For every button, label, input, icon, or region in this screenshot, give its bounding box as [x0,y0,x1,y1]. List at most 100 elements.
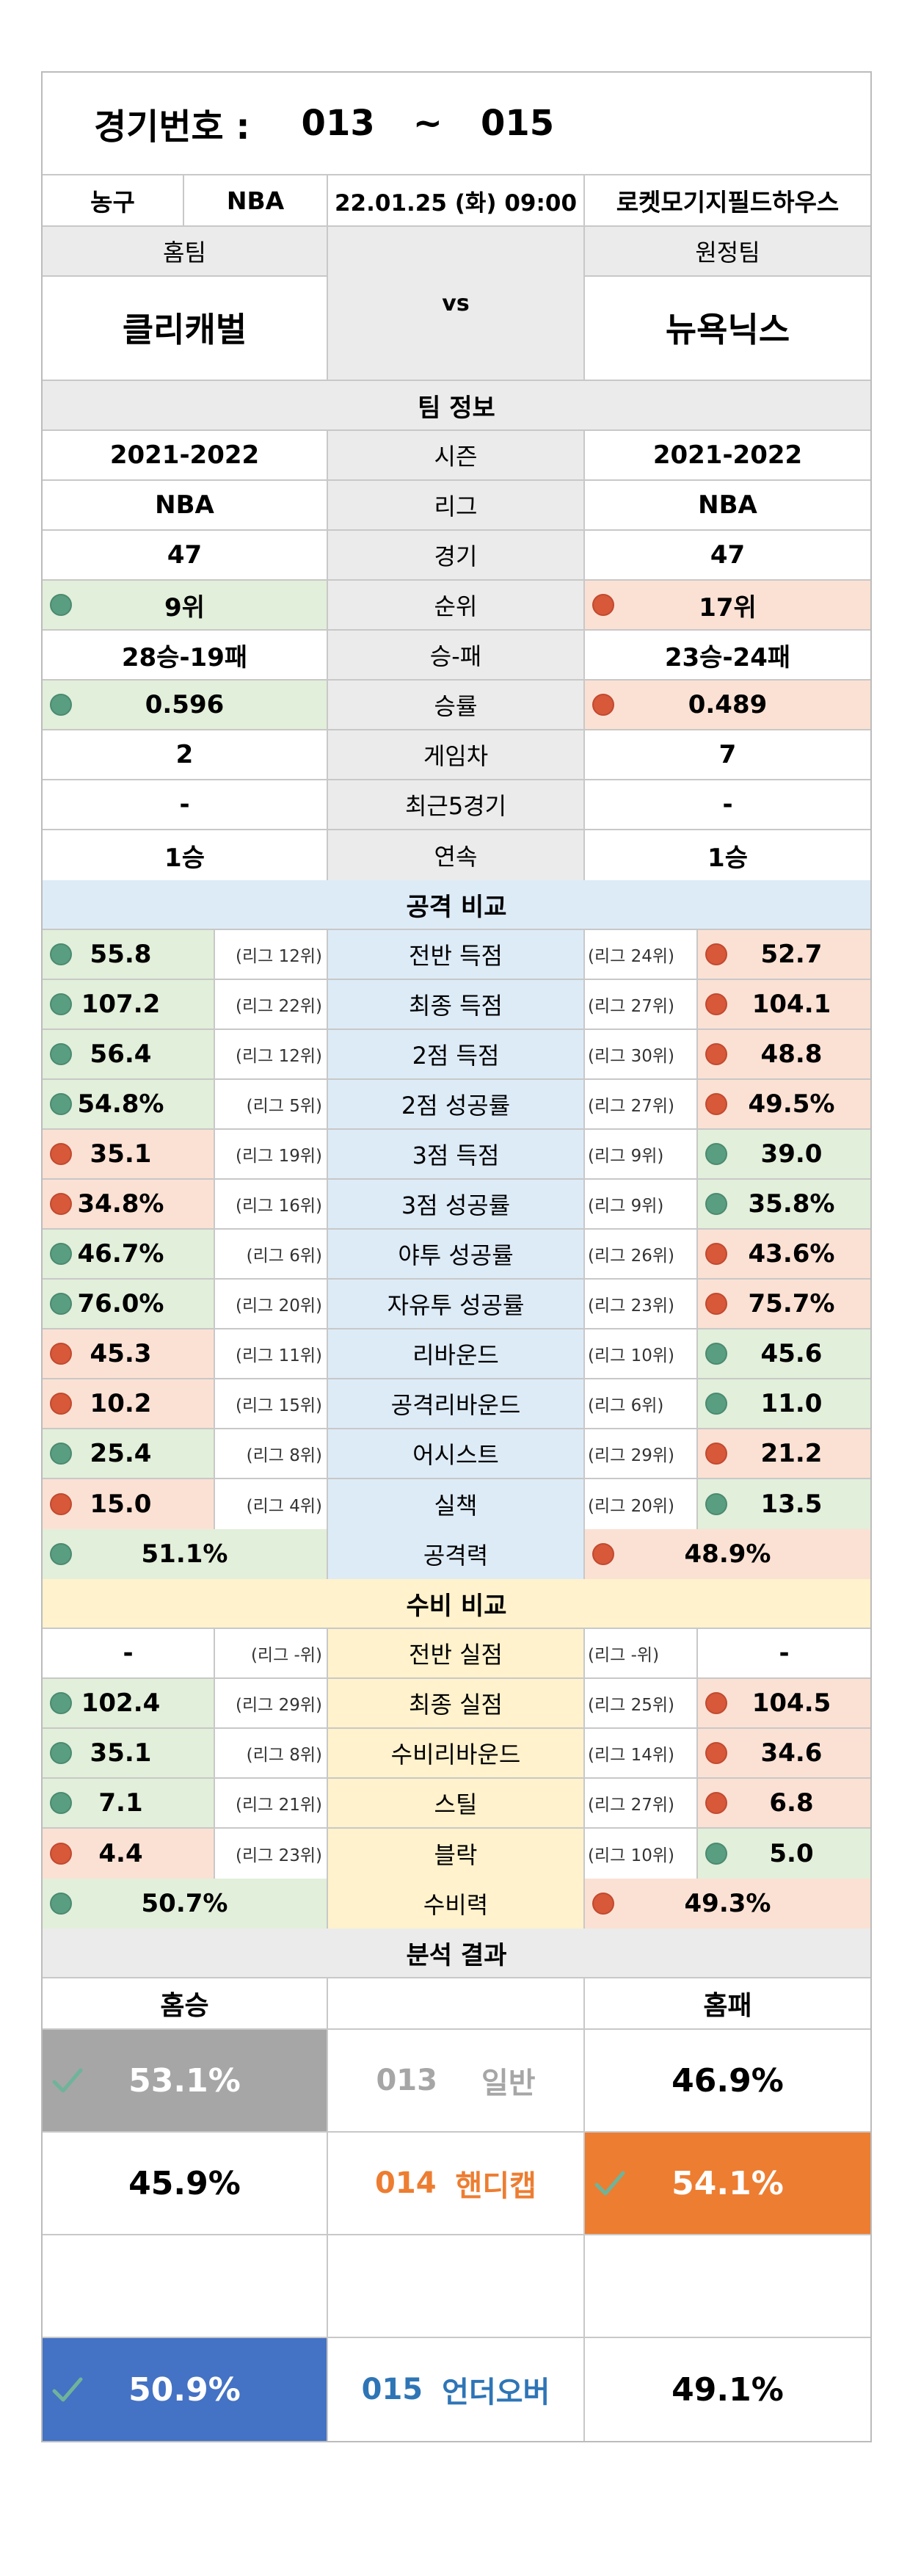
team-info-home-value: 1승 [43,830,328,880]
analysis-away-cell: 54.1% [585,2133,870,2234]
team-info-home-value: - [43,780,328,829]
away-stat-text: - [779,1639,790,1668]
away-stat-text: 48.8 [760,1040,823,1069]
home-league-rank: (리그 19위) [215,1130,328,1178]
sport-cell: 농구 [43,175,184,225]
stat-row: 76.0% (리그 20위) 자유투 성공률 (리그 23위) 75.7% [43,1280,870,1329]
home-stat-text: 107.2 [81,990,161,1019]
home-indicator-dot [50,594,72,616]
away-team-name: 뉴욕닉스 [665,310,790,349]
stadium-cell: 로켓모기지필드하우스 [616,188,840,217]
team-info-label: 리그 [328,481,585,529]
analysis-type-name: 핸디캡 [455,2169,536,2203]
team-info-home-value: 28승-19패 [43,631,328,679]
home-indicator-dot [50,1043,72,1065]
stat-label: 전반 득점 [328,930,585,979]
home-indicator-dot [50,1792,72,1814]
away-indicator-dot [705,993,727,1015]
analysis-home-pct: 50.9% [128,2370,241,2409]
away-indicator-dot [592,1893,614,1915]
home-league-rank: (리그 4위) [215,1479,328,1529]
match-number-from: 013 [301,103,375,144]
away-stat-value: 43.6% [698,1230,870,1278]
home-team-label: 홈팀 [43,227,327,277]
analysis-row: 53.1% 013 일반 46.9% [43,2030,870,2133]
team-info-home-value: 9위 [43,581,328,629]
away-indicator-dot [705,1393,727,1415]
home-stat-text: 35.1 [90,1738,152,1768]
home-stat-value: 7.1 [43,1779,215,1827]
power-row: 51.1% 공격력 48.9% [43,1529,870,1579]
analysis-type-name: 일반 [481,2067,536,2100]
team-info-away-value: 1승 [707,843,748,873]
away-stat-value: 35.8% [698,1180,870,1228]
home-stat-text: 45.3 [90,1339,152,1368]
away-indicator-dot [705,943,727,965]
home-win-label: 홈승 [43,1978,328,2028]
home-league-rank: (리그 21위) [215,1779,328,1827]
analysis-type-name: 언더오버 [442,2376,550,2409]
team-info-row: 2021-2022 시즌 2021-2022 [43,431,870,481]
analysis-header: 분석 결과 [406,1940,507,1970]
stat-label: 공격리바운드 [328,1379,585,1428]
away-stat-text: 6.8 [769,1788,814,1818]
home-stat-value: 4.4 [43,1829,215,1879]
analysis-away-cell: 49.1% [585,2338,870,2441]
analysis-home-cell: 53.1% [43,2030,328,2131]
home-stat-value: 34.8% [43,1180,215,1228]
stat-label: 전반 실점 [328,1629,585,1677]
home-league-rank: (리그 8위) [215,1729,328,1777]
team-info-away-value: 17위 [585,581,870,629]
check-icon [52,2377,83,2402]
analysis-row: 50.9% 015 언더오버 49.1% [43,2338,870,2441]
home-power-value: 50.7% [43,1879,328,1929]
home-stat-text: 7.1 [98,1788,143,1818]
home-league-rank: (리그 15위) [215,1379,328,1428]
team-info-home-value: 47 [43,531,328,579]
away-league-rank: (리그 10위) [585,1829,698,1879]
away-stat-text: 35.8% [748,1189,835,1219]
home-stat-text: 56.4 [90,1040,152,1069]
analysis-type-cell: 013 일반 [328,2030,585,2131]
away-league-rank: (리그 9위) [585,1130,698,1178]
away-indicator-dot [592,594,614,616]
stat-label: 2점 성공률 [328,1080,585,1128]
away-indicator-dot [705,1193,727,1215]
away-league-rank: (리그 9위) [585,1180,698,1228]
analysis-row: 45.9% 014 핸디캡 54.1% [43,2133,870,2235]
away-stat-text: 34.6 [760,1738,823,1768]
league-cell: NBA [184,175,328,225]
team-info-label: 승률 [328,681,585,729]
away-indicator-dot [705,1443,727,1465]
attack-rows: 55.8 (리그 12위) 전반 득점 (리그 24위) 52.7 107.2 (리그 22… [43,930,870,1529]
stat-label: 야투 성공률 [328,1230,585,1278]
away-indicator-dot [705,1293,727,1315]
stat-label: 수비리바운드 [328,1729,585,1777]
home-indicator-dot [50,943,72,965]
away-stat-text: 43.6% [748,1239,835,1269]
team-info-label: 경기 [328,531,585,579]
team-info-row: 2 게임차 7 [43,730,870,780]
team-info-label: 시즌 [328,431,585,479]
home-indicator-dot [50,1343,72,1365]
home-league-rank: (리그 11위) [215,1329,328,1378]
stat-label: 2점 득점 [328,1030,585,1078]
away-indicator-dot [592,1543,614,1565]
away-league-rank: (리그 23위) [585,1280,698,1328]
stat-row: 35.1 (리그 19위) 3점 득점 (리그 9위) 39.0 [43,1130,870,1180]
stat-row: 107.2 (리그 22위) 최종 득점 (리그 27위) 104.1 [43,980,870,1030]
away-league-rank: (리그 14위) [585,1729,698,1777]
home-indicator-dot [50,1893,72,1915]
analysis-home-pct: 45.9% [128,2164,241,2202]
home-stat-value: 15.0 [43,1479,215,1529]
match-sheet: 경기번호 : 013 ~ 015 농구 NBA 22.01.25 (화) 09:… [41,71,872,2442]
attack-header: 공격 비교 [406,892,507,922]
away-stat-value: 6.8 [698,1779,870,1827]
title-row: 경기번호 : 013 ~ 015 [43,73,870,175]
stat-label: 실책 [328,1479,585,1529]
analysis-home-cell: 50.9% [43,2338,328,2441]
home-stat-value: 56.4 [43,1030,215,1078]
power-label: 공격력 [328,1529,585,1579]
away-stat-text: 52.7 [760,940,823,969]
vs-label: vs [328,227,585,380]
